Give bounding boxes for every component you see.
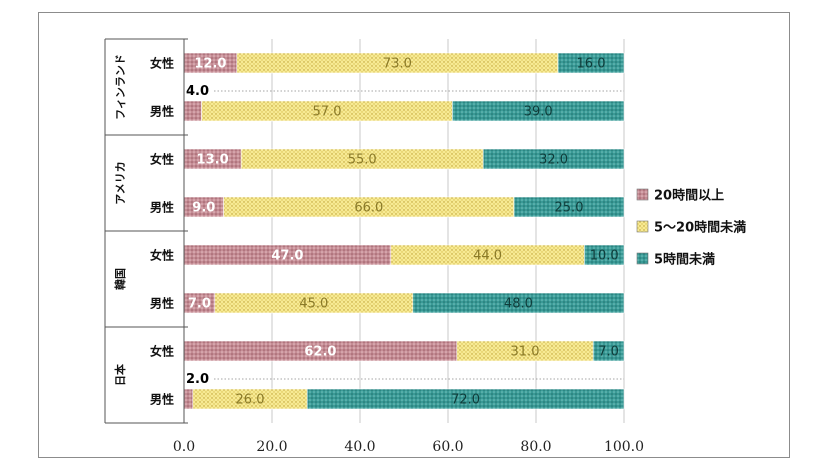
category-label: 男性 (150, 104, 174, 119)
legend-swatch (636, 220, 649, 233)
data-label: 57.0 (313, 105, 342, 120)
group-label: 韓国 (113, 268, 127, 290)
category-label: 男性 (150, 392, 174, 407)
axes: 0.0 20.0 40.0 60.0 80.0 100.0 (104, 38, 644, 455)
data-label: 32.0 (539, 153, 568, 168)
category-label: 女性 (150, 56, 174, 71)
bar-segment (584, 244, 625, 266)
legend-label: 5～20時間未満 (654, 220, 746, 236)
chart-frame: 0.0 20.0 40.0 60.0 80.0 100.0 フィンランドアメリカ韓国日本 女… (38, 12, 790, 458)
data-label: 73.0 (383, 57, 412, 72)
category-label: 男性 (150, 296, 174, 311)
data-label: 39.0 (524, 105, 553, 120)
data-label: 16.0 (577, 57, 606, 72)
data-label: 31.0 (511, 345, 540, 360)
gridlines (183, 39, 625, 423)
bar-segment (183, 100, 202, 122)
data-label: 9.0 (192, 201, 215, 216)
x-tick-label: 0.0 (173, 439, 195, 455)
bar-segment (482, 148, 625, 170)
bar-segment (452, 100, 625, 122)
data-label: 12.0 (194, 57, 226, 72)
legend: 20時間以上 5～20時間未満 5時間未満 (636, 188, 746, 268)
data-label: 10.0 (590, 249, 619, 264)
data-label: 13.0 (197, 153, 229, 168)
legend-label: 20時間以上 (654, 188, 724, 204)
bar-segment (592, 340, 625, 362)
data-label: 66.0 (354, 201, 383, 216)
legend-label: 5時間未満 (654, 252, 715, 268)
x-tick-label: 60.0 (432, 439, 463, 455)
data-label: 7.0 (598, 345, 619, 360)
legend-swatch (636, 252, 649, 265)
x-tick-label: 20.0 (256, 439, 287, 455)
x-tick-label: 100.0 (604, 439, 644, 455)
bar-segment (306, 388, 625, 410)
legend-swatch (636, 188, 649, 201)
category-label: 女性 (150, 152, 174, 167)
data-label: 44.0 (473, 249, 502, 264)
bars (183, 52, 625, 410)
x-tick-label: 40.0 (344, 439, 375, 455)
data-label: 55.0 (348, 153, 377, 168)
group-label: フィンランド (114, 54, 127, 120)
category-label: 男性 (150, 200, 174, 215)
data-label: 48.0 (504, 297, 533, 312)
group-label: 日本 (113, 364, 127, 386)
data-label: 25.0 (555, 201, 584, 216)
group-label: アメリカ (114, 161, 127, 204)
data-label: 7.0 (188, 297, 211, 312)
category-label: 女性 (150, 344, 174, 359)
data-label: 2.0 (186, 372, 209, 387)
data-label: 26.0 (236, 393, 265, 408)
data-label: 4.0 (186, 84, 209, 99)
bar-segment (412, 292, 625, 314)
bar-segment (513, 196, 625, 218)
bar-segment (557, 52, 625, 74)
x-tick-label: 80.0 (520, 439, 551, 455)
data-label: 62.0 (304, 345, 336, 360)
data-label: 47.0 (271, 249, 303, 264)
data-label: 45.0 (299, 297, 328, 312)
category-label: 女性 (150, 248, 174, 263)
data-label: 72.0 (451, 393, 480, 408)
bar-segment (183, 388, 194, 410)
